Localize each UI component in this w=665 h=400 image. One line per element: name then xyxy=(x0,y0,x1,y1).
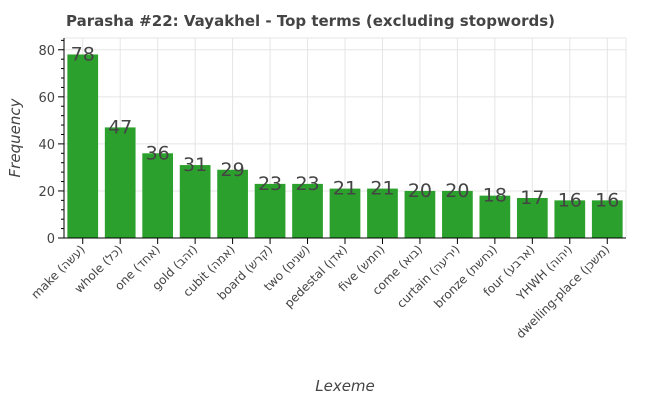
data-label: 16 xyxy=(558,189,582,211)
data-label: 78 xyxy=(71,43,95,65)
data-label: 23 xyxy=(295,173,319,195)
chart-title: Parasha #22: Vayakhel - Top terms (exclu… xyxy=(66,12,555,30)
data-label: 20 xyxy=(408,180,432,202)
x-axis: make (עשה)whole (כל)one (אחד)gold (זהב)c… xyxy=(28,237,626,341)
x-axis-label: Lexeme xyxy=(315,377,375,395)
bar xyxy=(479,195,511,238)
data-label: 21 xyxy=(333,178,357,200)
data-label: 23 xyxy=(258,173,282,195)
y-axis-label: Frequency xyxy=(6,97,24,177)
y-tick-label: 0 xyxy=(47,232,55,247)
bar xyxy=(591,200,623,238)
y-tick-label: 80 xyxy=(38,44,55,59)
data-label: 16 xyxy=(595,189,619,211)
bars xyxy=(67,54,623,239)
bar xyxy=(404,190,436,238)
bar xyxy=(217,169,248,238)
y-tick-label: 20 xyxy=(38,185,55,200)
y-axis: 0 20 40 60 80 xyxy=(38,38,65,247)
y-tick-label: 60 xyxy=(38,91,55,106)
data-label: 36 xyxy=(146,142,170,164)
data-label: 17 xyxy=(520,187,544,209)
bar xyxy=(179,165,211,238)
bar xyxy=(67,54,99,239)
data-label: 31 xyxy=(183,154,207,176)
bar xyxy=(292,183,323,238)
data-label: 29 xyxy=(221,159,245,181)
data-label: 47 xyxy=(108,116,132,138)
data-labels: 78 47 36 31 29 23 23 21 21 20 20 18 17 16 16 xyxy=(71,43,620,211)
data-label: 21 xyxy=(370,178,394,200)
bar xyxy=(104,127,136,238)
bar xyxy=(254,183,286,238)
bar xyxy=(554,200,586,238)
bar xyxy=(142,153,174,238)
bar xyxy=(329,188,361,238)
y-tick-label: 40 xyxy=(38,138,55,153)
data-label: 20 xyxy=(445,180,469,202)
bar xyxy=(516,198,548,238)
bar xyxy=(442,190,473,238)
data-label: 18 xyxy=(483,185,507,207)
bar xyxy=(367,188,398,238)
